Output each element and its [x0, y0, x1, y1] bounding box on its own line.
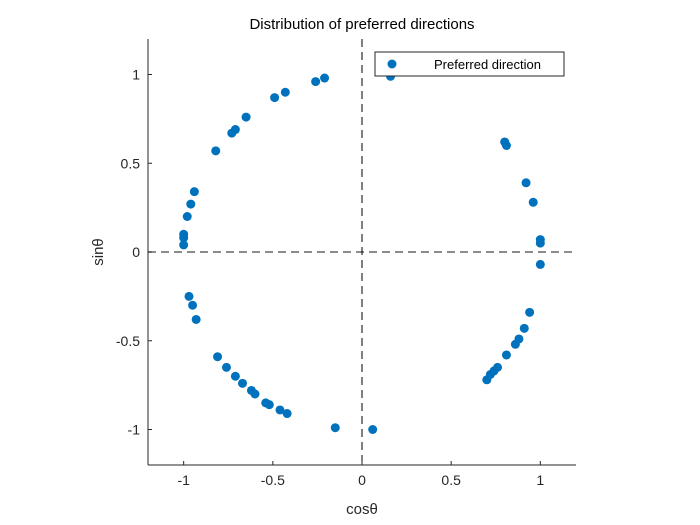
data-point — [519, 323, 529, 333]
x-tick-label: 1 — [536, 472, 544, 488]
legend-box — [374, 51, 565, 77]
data-point — [189, 187, 199, 197]
y-ticks: -1 -0.5 0 0.5 1 — [116, 67, 152, 438]
data-point — [213, 352, 223, 362]
data-point — [320, 73, 330, 83]
y-tick-label: 1 — [132, 67, 140, 83]
data-point — [270, 93, 280, 103]
data-point — [330, 423, 340, 433]
data-point — [311, 77, 321, 87]
data-point — [188, 300, 198, 310]
data-point — [482, 375, 492, 385]
chart-title: Distribution of preferred directions — [249, 16, 474, 33]
reference-lines — [148, 39, 576, 465]
data-point — [221, 362, 231, 372]
data-point — [186, 199, 196, 209]
x-tick-label: 0 — [358, 472, 366, 488]
data-point — [528, 197, 538, 207]
data-point — [521, 178, 531, 188]
data-point — [368, 425, 378, 434]
data-point — [535, 238, 545, 248]
y-axis-label: sinθ — [90, 238, 107, 266]
data-points — [179, 71, 545, 434]
data-point — [250, 389, 260, 399]
data-point — [501, 141, 511, 150]
data-point — [211, 146, 221, 156]
data-point — [535, 259, 545, 269]
data-point — [280, 87, 290, 97]
x-tick-label: 0.5 — [441, 472, 461, 488]
x-tick-label: -0.5 — [261, 472, 285, 488]
data-point — [191, 314, 201, 324]
legend: Preferred direction — [374, 51, 565, 77]
data-point — [238, 378, 248, 388]
y-tick-label: 0 — [132, 244, 140, 260]
data-point — [182, 212, 192, 221]
x-ticks: -1 -0.5 0 0.5 1 — [177, 461, 544, 488]
data-point — [275, 405, 285, 415]
data-point — [510, 339, 520, 349]
y-tick-label: -0.5 — [116, 333, 140, 349]
data-point — [264, 400, 274, 410]
data-point — [179, 240, 189, 250]
y-tick-label: 0.5 — [121, 155, 141, 171]
data-point — [525, 307, 535, 317]
data-point — [282, 409, 292, 419]
x-axis-label: cosθ — [346, 501, 378, 518]
data-point — [179, 233, 189, 243]
data-point — [184, 291, 194, 301]
data-point — [501, 350, 511, 360]
data-point — [227, 128, 237, 138]
data-point — [241, 112, 251, 122]
data-point — [230, 371, 240, 381]
legend-marker — [387, 59, 397, 69]
y-tick-label: -1 — [128, 422, 141, 438]
legend-label: Preferred direction — [434, 57, 541, 72]
x-tick-label: -1 — [177, 472, 190, 488]
